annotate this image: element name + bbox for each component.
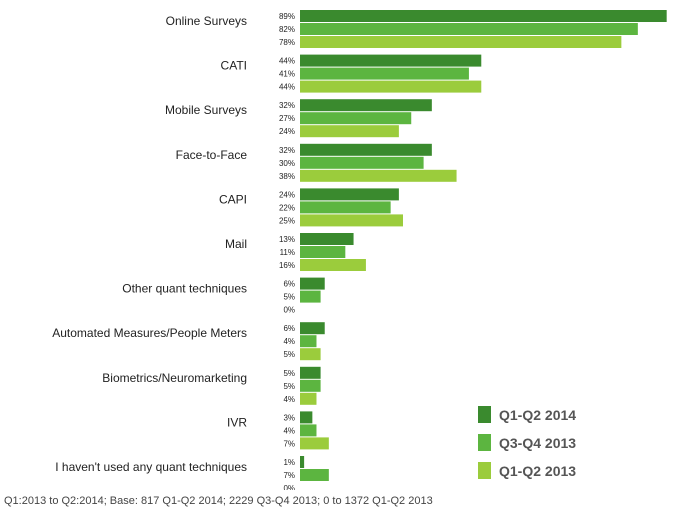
bar-ivr-q3-q4-2013 — [300, 424, 317, 437]
bar-mobile-surveys-q1-q2-2014 — [300, 99, 432, 112]
value-label-mobile-surveys-q1-q2-2013: 24% — [279, 127, 295, 136]
value-label-mobile-surveys-q3-q4-2013: 27% — [279, 114, 295, 123]
legend: Q1-Q2 2014 Q3-Q4 2013 Q1-Q2 2013 — [478, 406, 576, 479]
bar-mobile-surveys-q1-q2-2013 — [300, 125, 399, 138]
bar-ivr-q1-q2-2014 — [300, 411, 313, 424]
value-label-other-quant-techniques-q1-q2-2014: 6% — [283, 280, 295, 289]
category-label-mail: Mail — [225, 237, 247, 251]
bar-online-surveys-q3-q4-2013 — [300, 23, 638, 35]
category-label-i-haven-t-used-any-quant-techniques: I haven't used any quant techniques — [55, 460, 247, 474]
bar-mail-q1-q2-2013 — [300, 259, 366, 271]
bar-chart: Online Surveys 89% 82% 78% CATI 44% 41% 44% Mobi… — [52, 10, 667, 490]
bar-other-quant-techniques-q1-q2-2014 — [300, 277, 325, 290]
value-label-i-haven-t-used-any-quant-techniques-q3-q4-2013: 7% — [283, 471, 295, 480]
labels-layer: Online Surveys 89% 82% 78% CATI 44% 41% 44% Mobi… — [52, 12, 295, 490]
category-label-face-to-face: Face-to-Face — [176, 148, 248, 162]
bar-online-surveys-q1-q2-2013 — [300, 36, 622, 48]
value-label-face-to-face-q1-q2-2014: 32% — [279, 146, 295, 155]
bar-capi-q1-q2-2013 — [300, 214, 403, 227]
legend-swatch-q1-q2-2013 — [478, 462, 491, 479]
bar-capi-q1-q2-2014 — [300, 188, 399, 201]
value-label-automated-measures-people-meters-q3-q4-2013: 4% — [283, 337, 295, 346]
bar-face-to-face-q1-q2-2014 — [300, 143, 432, 156]
value-label-face-to-face-q1-q2-2013: 38% — [279, 172, 295, 181]
value-label-capi-q1-q2-2014: 24% — [279, 190, 295, 199]
bar-mail-q3-q4-2013 — [300, 246, 346, 258]
value-label-other-quant-techniques-q1-q2-2013: 0% — [283, 306, 295, 315]
bar-biometrics-neuromarketing-q1-q2-2014 — [300, 366, 321, 379]
value-label-online-surveys-q1-q2-2013: 78% — [279, 38, 295, 47]
value-label-ivr-q1-q2-2013: 7% — [283, 439, 295, 448]
bar-cati-q1-q2-2014 — [300, 54, 482, 67]
bar-face-to-face-q1-q2-2013 — [300, 169, 457, 182]
bar-automated-measures-people-meters-q1-q2-2013 — [300, 348, 321, 361]
bar-other-quant-techniques-q3-q4-2013 — [300, 290, 321, 303]
legend-label-q3-q4-2013: Q3-Q4 2013 — [499, 435, 576, 451]
value-label-mobile-surveys-q1-q2-2014: 32% — [279, 101, 295, 110]
bar-biometrics-neuromarketing-q1-q2-2013 — [300, 392, 317, 405]
category-label-ivr: IVR — [227, 415, 247, 429]
legend-swatch-q1-q2-2014 — [478, 406, 491, 423]
bar-automated-measures-people-meters-q1-q2-2014 — [300, 322, 325, 335]
bar-i-haven-t-used-any-quant-techniques-q3-q4-2013 — [300, 469, 329, 481]
category-label-automated-measures-people-meters: Automated Measures/People Meters — [52, 326, 247, 340]
bar-face-to-face-q3-q4-2013 — [300, 156, 424, 169]
bar-capi-q3-q4-2013 — [300, 201, 391, 214]
value-label-biometrics-neuromarketing-q3-q4-2013: 5% — [283, 382, 295, 391]
value-label-other-quant-techniques-q3-q4-2013: 5% — [283, 293, 295, 302]
value-label-automated-measures-people-meters-q1-q2-2013: 5% — [283, 350, 295, 359]
bar-biometrics-neuromarketing-q3-q4-2013 — [300, 379, 321, 392]
value-label-mail-q3-q4-2013: 11% — [280, 248, 295, 257]
bar-automated-measures-people-meters-q3-q4-2013 — [300, 335, 317, 348]
value-label-ivr-q3-q4-2013: 4% — [283, 426, 295, 435]
value-label-online-surveys-q3-q4-2013: 82% — [279, 25, 295, 34]
category-label-capi: CAPI — [219, 192, 247, 206]
value-label-biometrics-neuromarketing-q1-q2-2013: 4% — [283, 395, 295, 404]
bar-mail-q1-q2-2014 — [300, 233, 354, 245]
value-label-i-haven-t-used-any-quant-techniques-q1-q2-2013: 0% — [283, 484, 295, 490]
value-label-face-to-face-q3-q4-2013: 30% — [279, 159, 295, 168]
category-label-other-quant-techniques: Other quant techniques — [122, 282, 247, 296]
bar-mobile-surveys-q3-q4-2013 — [300, 112, 412, 125]
value-label-capi-q1-q2-2013: 25% — [279, 216, 295, 225]
chart-footnote: Q1:2013 to Q2:2014; Base: 817 Q1-Q2 2014… — [4, 495, 433, 507]
category-label-cati: CATI — [221, 59, 247, 73]
category-label-biometrics-neuromarketing: Biometrics/Neuromarketing — [102, 371, 247, 385]
bar-i-haven-t-used-any-quant-techniques-q1-q2-2014 — [300, 456, 305, 468]
value-label-cati-q1-q2-2013: 44% — [279, 83, 295, 92]
value-label-cati-q1-q2-2014: 44% — [279, 57, 295, 66]
bar-online-surveys-q1-q2-2014 — [300, 10, 667, 22]
bar-cati-q3-q4-2013 — [300, 67, 469, 80]
value-label-mail-q1-q2-2014: 13% — [279, 235, 295, 244]
legend-swatch-q3-q4-2013 — [478, 434, 491, 451]
bar-ivr-q1-q2-2013 — [300, 437, 329, 450]
value-label-automated-measures-people-meters-q1-q2-2014: 6% — [283, 324, 295, 333]
legend-label-q1-q2-2013: Q1-Q2 2013 — [499, 463, 576, 479]
value-label-capi-q3-q4-2013: 22% — [279, 203, 295, 212]
value-label-online-surveys-q1-q2-2014: 89% — [279, 12, 295, 21]
legend-label-q1-q2-2014: Q1-Q2 2014 — [499, 407, 576, 423]
value-label-biometrics-neuromarketing-q1-q2-2014: 5% — [283, 369, 295, 378]
value-label-ivr-q1-q2-2014: 3% — [283, 413, 295, 422]
value-label-cati-q3-q4-2013: 41% — [279, 70, 295, 79]
bars-layer — [300, 10, 667, 481]
bar-cati-q1-q2-2013 — [300, 80, 482, 93]
category-label-mobile-surveys: Mobile Surveys — [165, 103, 247, 117]
value-label-i-haven-t-used-any-quant-techniques-q1-q2-2014: 1% — [283, 458, 295, 467]
category-label-online-surveys: Online Surveys — [166, 14, 247, 28]
value-label-mail-q1-q2-2013: 16% — [279, 261, 295, 270]
